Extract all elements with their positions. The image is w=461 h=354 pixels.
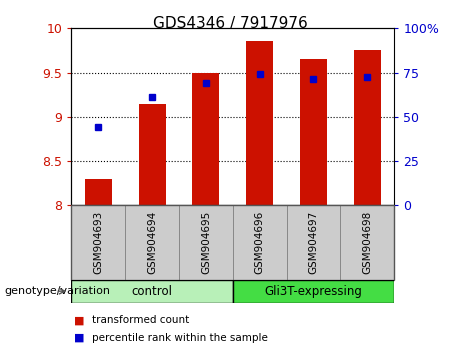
Bar: [233, 205, 287, 280]
Text: Gli3T-expressing: Gli3T-expressing: [265, 285, 362, 298]
Text: ■: ■: [74, 333, 84, 343]
Bar: [246, 41, 273, 205]
Bar: [179, 205, 233, 280]
Text: control: control: [132, 285, 172, 298]
Text: GSM904695: GSM904695: [201, 211, 211, 274]
Bar: [340, 205, 394, 280]
Text: transformed count: transformed count: [92, 315, 189, 325]
Text: GSM904697: GSM904697: [308, 211, 319, 274]
Bar: [85, 179, 112, 205]
Text: GDS4346 / 7917976: GDS4346 / 7917976: [153, 16, 308, 31]
Text: GSM904693: GSM904693: [93, 211, 103, 274]
Text: GSM904696: GSM904696: [254, 211, 265, 274]
Bar: [71, 205, 125, 280]
Bar: [71, 280, 233, 303]
Text: percentile rank within the sample: percentile rank within the sample: [92, 333, 268, 343]
Bar: [193, 73, 219, 205]
Bar: [139, 103, 165, 205]
Bar: [300, 59, 327, 205]
Bar: [287, 205, 340, 280]
Text: GSM904698: GSM904698: [362, 211, 372, 274]
Bar: [354, 50, 381, 205]
Text: genotype/variation: genotype/variation: [5, 286, 111, 296]
Text: ■: ■: [74, 315, 84, 325]
Bar: [125, 205, 179, 280]
Text: GSM904694: GSM904694: [147, 211, 157, 274]
Bar: [233, 280, 394, 303]
